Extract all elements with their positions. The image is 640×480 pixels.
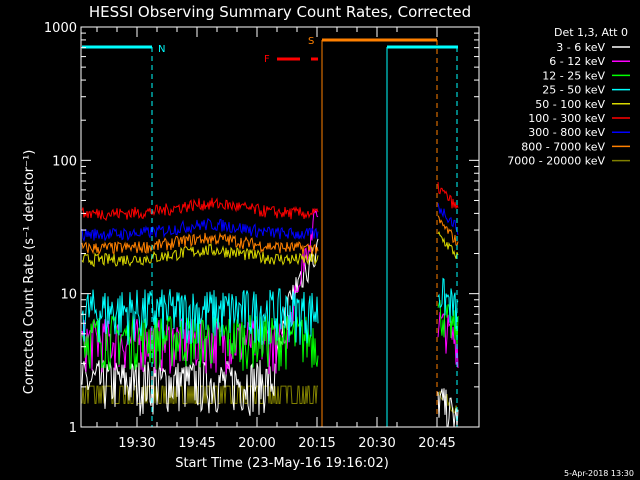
legend-label: 100 - 300 keV: [528, 112, 605, 125]
series-trace-pre: [81, 243, 319, 268]
series-trace-post: [437, 231, 459, 259]
y-tick-label: 10: [60, 288, 77, 303]
legend-label: 6 - 12 keV: [549, 55, 605, 68]
x-tick-label: 20:45: [418, 436, 455, 451]
legend-label: 50 - 100 keV: [535, 98, 605, 111]
series-trace-pre: [81, 197, 319, 222]
overlay-layer: N S F: [82, 36, 458, 427]
x-tick-label: 20:30: [358, 436, 395, 451]
series-trace-pre: [81, 231, 319, 256]
series-trace-post: [437, 299, 459, 348]
legend-label: 25 - 50 keV: [542, 84, 605, 97]
series-trace-post: [437, 311, 459, 369]
plot-frame: [80, 26, 480, 428]
series-trace-post: [437, 277, 459, 329]
series-trace-pre: [81, 288, 319, 345]
x-tick-label: 19:45: [178, 436, 215, 451]
legend-label: 12 - 25 keV: [542, 69, 605, 82]
legend-label: 800 - 7000 keV: [521, 140, 605, 153]
night-flag-label: N: [158, 44, 165, 55]
trace-layer: [81, 182, 459, 428]
legend-label: 300 - 800 keV: [528, 126, 605, 139]
series-trace-pre: [81, 315, 319, 371]
saa-flag-label: S: [308, 36, 314, 47]
series-trace-post: [437, 182, 459, 209]
series-trace-pre: [81, 217, 319, 242]
footer-timestamp: 5-Apr-2018 13:30: [564, 469, 634, 478]
x-tick-label: 19:30: [118, 436, 155, 451]
y-axis-label: Corrected Count Rate (s⁻¹ detector⁻¹): [22, 150, 37, 395]
x-axis-label: Start Time (23-May-16 19:16:02): [175, 456, 389, 471]
y-tick-label: 1000: [44, 21, 77, 36]
y-axis: 1 10 100 1000: [44, 21, 479, 436]
series-trace-post: [437, 215, 459, 247]
y-tick-label: 1: [69, 421, 77, 436]
flare-flag-label: F: [264, 54, 270, 65]
legend-header: Det 1,3, Att 0: [554, 26, 628, 39]
legend-label: 7000 - 20000 keV: [507, 155, 605, 168]
legend-label: 3 - 6 keV: [556, 41, 605, 54]
series-trace-pre: [81, 385, 318, 404]
x-tick-label: 20:00: [238, 436, 275, 451]
series-trace-post: [437, 391, 459, 414]
chart-title: HESSI Observing Summary Count Rates, Cor…: [89, 3, 471, 21]
series-trace-post: [437, 203, 459, 235]
y-tick-label: 100: [52, 154, 77, 169]
series-trace-post: [437, 388, 459, 428]
x-axis: 19:30 19:45 20:00 20:15 20:30 20:45: [96, 27, 456, 451]
x-tick-label: 20:15: [298, 436, 335, 451]
